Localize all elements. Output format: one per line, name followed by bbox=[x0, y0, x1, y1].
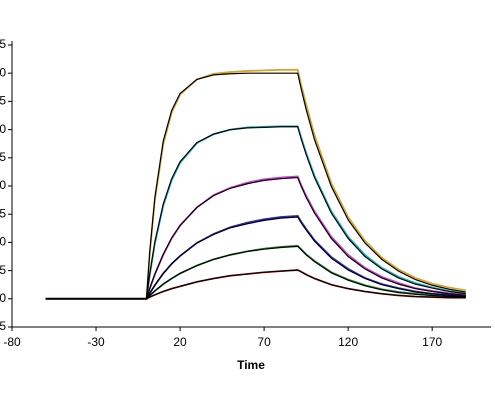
fit-line bbox=[45, 126, 466, 300]
data-line bbox=[45, 68, 466, 300]
x-tick-label: 120 bbox=[338, 335, 358, 349]
y-tick-label: 35 bbox=[0, 94, 6, 108]
y-tick-label: 30 bbox=[0, 122, 6, 136]
y-tick-label: 0 bbox=[0, 291, 6, 305]
x-axis-label: Time bbox=[237, 358, 265, 372]
fit-line bbox=[45, 176, 466, 300]
x-tick-label: -80 bbox=[3, 335, 21, 349]
y-tick-label: -5 bbox=[0, 319, 6, 333]
y-tick-label: 20 bbox=[0, 178, 6, 192]
data-line bbox=[45, 175, 466, 300]
data-line bbox=[45, 214, 466, 300]
y-tick-label: 45 bbox=[0, 37, 6, 51]
y-tick-label: 10 bbox=[0, 235, 6, 249]
y-tick-label: 40 bbox=[0, 65, 6, 79]
y-tick-label: 15 bbox=[0, 206, 6, 220]
fit-line bbox=[45, 216, 466, 300]
fit-line bbox=[45, 269, 466, 300]
fit-line bbox=[45, 245, 466, 300]
x-tick-label: 20 bbox=[173, 335, 187, 349]
y-tick-label: 25 bbox=[0, 150, 6, 164]
x-tick-label: -30 bbox=[87, 335, 105, 349]
y-tick-label: 5 bbox=[0, 263, 6, 277]
fit-line bbox=[45, 72, 466, 300]
x-tick-label: 170 bbox=[422, 335, 442, 349]
x-tick-label: 70 bbox=[257, 335, 271, 349]
